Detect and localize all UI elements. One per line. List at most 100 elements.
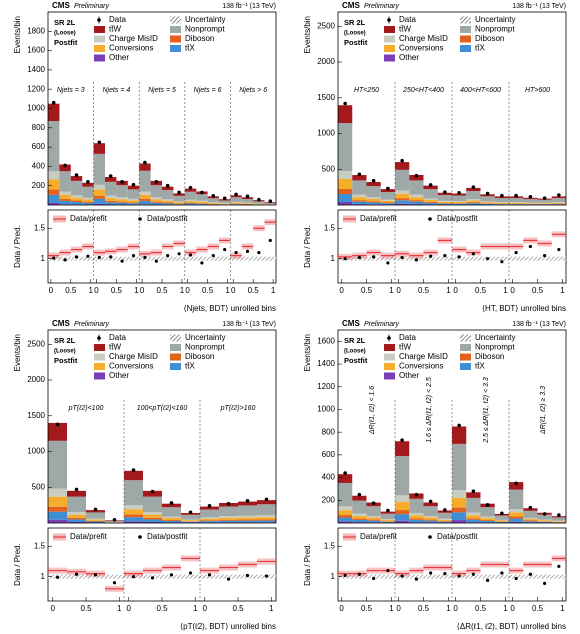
stack-segment [395,514,410,521]
postfit-ratio [528,572,532,576]
stack-segment [82,199,94,202]
stack-segment [352,194,367,198]
postfit-ratio [207,573,212,577]
stack-segment [494,202,509,204]
region-label: Njets > 6 [239,87,267,94]
stack-segment [200,521,219,523]
data-point [428,499,433,504]
legend-swatch [460,363,471,370]
x-tick-label: 0 [339,604,344,613]
stack-segment [162,203,174,205]
y-tick-label: 1000 [27,104,45,113]
stack-segment [241,197,254,200]
stack-segment [257,515,276,518]
legend-label: Diboson [185,352,214,361]
stack-segment [509,521,524,523]
stack-segment [509,204,524,205]
stack-segment [395,456,410,496]
stack-segment [200,520,219,522]
stack-segment [395,198,410,201]
stack-segment [48,511,67,520]
stack-segment [466,497,481,513]
postfit-ratio [500,571,504,575]
stack-segment [395,510,410,515]
x-tick-label: 0.5 [361,286,373,295]
postfit-ratio [55,575,60,579]
data-point [63,163,67,168]
postfit-ratio [257,250,261,255]
legend-label: tt̄X [475,44,485,53]
region-tag: SR 2L [54,18,76,27]
region-label: 250<HT<400 [402,87,444,94]
y-axis-label: Events/bin [13,16,22,53]
stack-segment [139,194,151,199]
stack-segment [452,426,467,444]
legend-label: Nonprompt [475,343,515,352]
legend-swatch [170,45,181,52]
legend-label: Other [109,371,129,380]
stack-segment [143,490,162,497]
data-point [200,190,204,195]
data-point [371,178,376,183]
legend-swatch [460,45,471,52]
stack-segment [48,121,60,172]
data-point [471,489,476,494]
stack-segment [143,514,162,518]
legend-label: Data [109,333,126,342]
stack-segment [219,516,238,518]
stack-segment [196,200,208,202]
y-tick-label: 1400 [317,359,335,368]
stack-segment [551,196,566,198]
postfit-ratio [268,238,272,243]
legend-label: Other [399,53,419,62]
stack-segment [409,518,424,520]
postfit-ratio [429,254,433,258]
legend-label: tt̄W [109,25,121,34]
lumi: 138 fb⁻¹ (13 TeV) [512,321,566,328]
postfit-ratio [74,572,79,576]
stack-segment [257,520,276,523]
stack-segment [466,199,481,201]
data-point [500,193,504,198]
legend-label: Diboson [475,352,504,361]
stack-segment [437,521,452,523]
x-axis-label: ⟨Njets, BDT⟩ unrolled bins [184,304,277,313]
region-tag: (Loose) [54,349,76,355]
ratio-legend-label: Data/postfit [437,214,478,223]
stack-segment [150,197,162,200]
stack-segment [200,518,219,521]
legend-swatch [384,26,395,33]
legend-label: tt̄W [399,343,411,352]
x-tick-label: 0 [396,604,401,613]
region-label: pT(ℓ2)>160 [220,405,256,412]
data-point [74,173,79,177]
x-axis-label: ⟨HT, BDT⟩ unrolled bins [482,304,566,313]
stack-segment [494,204,509,205]
postfit-ratio [63,258,67,262]
stack-segment [230,195,242,198]
stack-segment [423,502,438,507]
x-tick-label: 1 [503,286,508,295]
lumi: 138 fb⁻¹ (13 TeV) [222,3,276,10]
legend-label: Nonprompt [185,25,225,34]
stack-segment [196,203,208,205]
postfit-ratio [357,255,361,260]
data-point [400,158,404,163]
x-tick-label: 0.5 [156,604,168,613]
stack-segment [86,510,105,513]
stack-segment [380,511,395,514]
stack-segment [162,516,181,519]
postfit-ratio [414,258,418,262]
data-point [414,492,419,497]
legend-label: Uncertainty [185,15,225,24]
stack-segment [494,197,509,203]
stack-segment [466,492,481,498]
x-tick-label: 0 [51,604,56,613]
stack-segment [139,170,151,192]
stack-segment [466,518,481,520]
stack-segment [257,519,276,521]
data-point [169,501,174,505]
ratio-legend-label: Data/prefit [360,214,398,223]
postfit-ratio [543,581,547,585]
